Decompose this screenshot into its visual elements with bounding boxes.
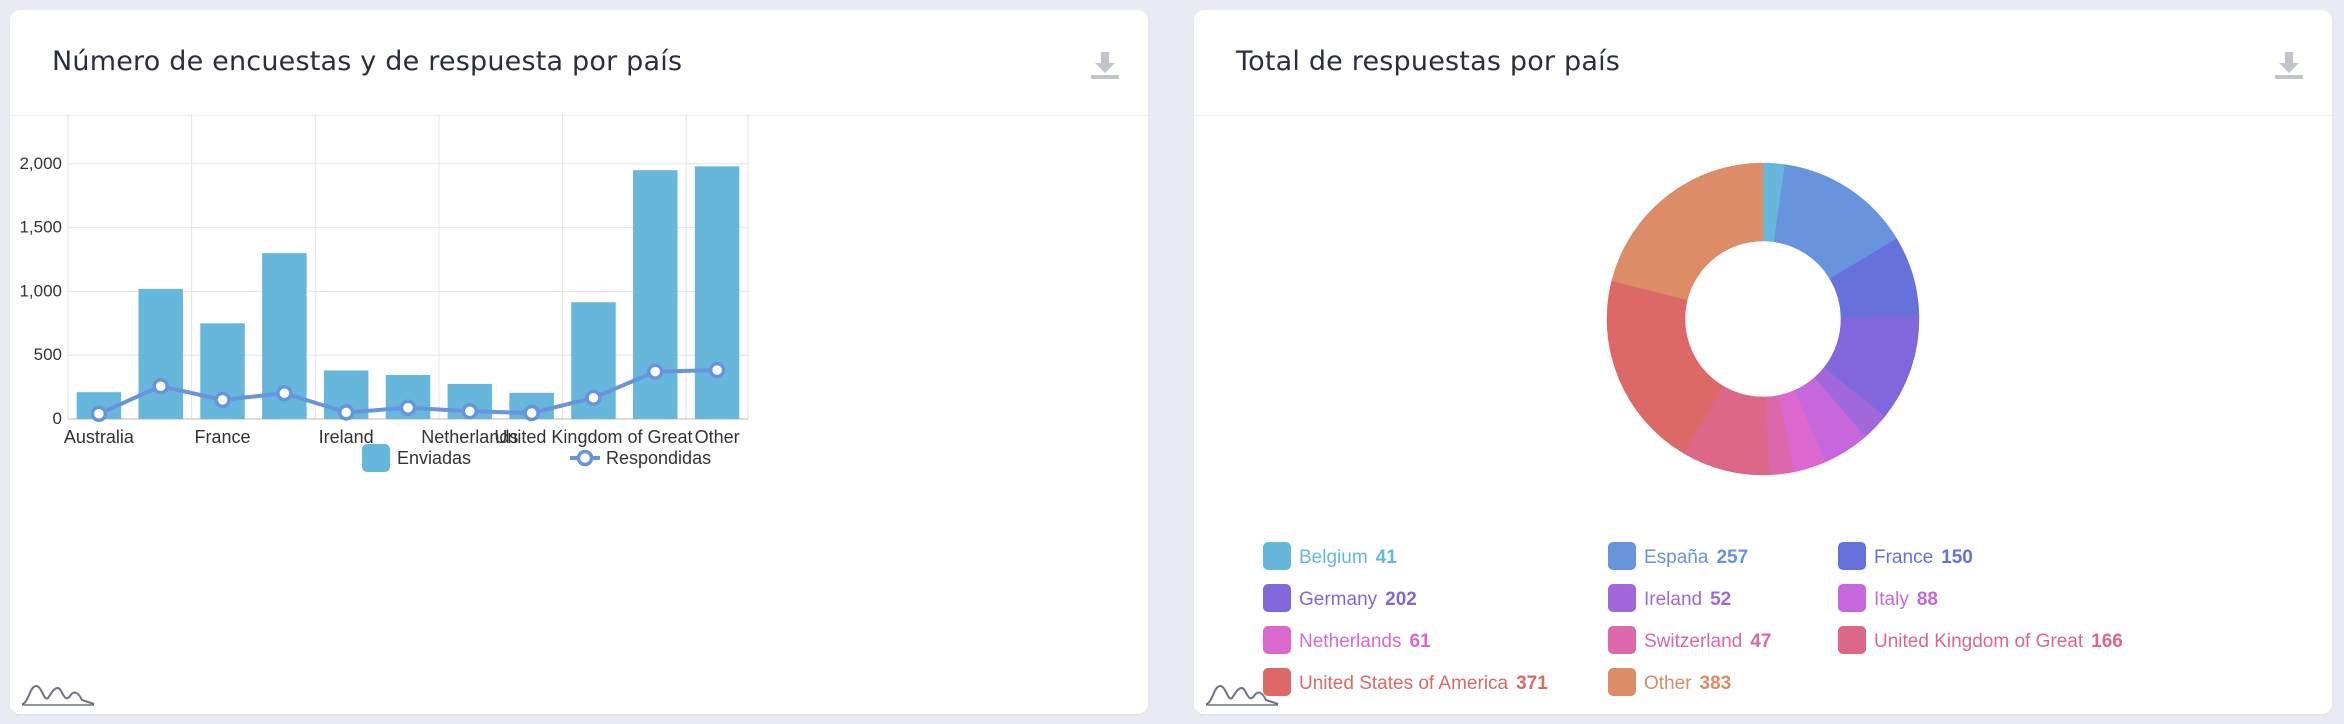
line-point[interactable]: [708, 361, 726, 379]
legend-label: Enviadas: [397, 448, 471, 468]
legend-swatch: [1608, 542, 1636, 570]
legend-label: United States of America: [1299, 673, 1509, 694]
line-point[interactable]: [214, 391, 231, 409]
bar[interactable]: [633, 170, 678, 419]
donut-chart: Belgium 41 España 257 France 150 Germany 202 Ire…: [1263, 162, 2123, 696]
legend-value: 383: [1700, 673, 1732, 694]
line-series-respondidas: [90, 361, 726, 423]
chart-sparkline-icon: [21, 684, 95, 706]
legend-item[interactable]: France 150: [1838, 542, 1973, 570]
legend-swatch: [1608, 584, 1636, 612]
line-point[interactable]: [523, 404, 540, 422]
bar-series-enviadas: [76, 166, 740, 419]
legend-item-enviadas[interactable]: Enviadas: [362, 444, 471, 472]
donut-slice[interactable]: [1606, 280, 1724, 454]
card-title: Total de respuestas por país: [1236, 46, 1621, 77]
legend-value: 41: [1376, 547, 1398, 568]
x-tick-label: France: [195, 427, 251, 447]
y-tick-label: 1,000: [19, 281, 62, 300]
line-point[interactable]: [585, 389, 602, 407]
line-point[interactable]: [276, 384, 293, 402]
legend-value: 150: [1941, 547, 1973, 568]
legend-label: Switzerland: [1644, 631, 1742, 652]
legend-swatch: [1838, 584, 1866, 612]
line-point[interactable]: [647, 363, 664, 380]
legend-item[interactable]: Other 383: [1608, 668, 1731, 696]
legend-label: Germany: [1299, 589, 1378, 610]
legend-swatch: [362, 444, 390, 472]
legend-swatch: [1838, 542, 1866, 570]
legend-label: Other: [1644, 673, 1692, 694]
legend-item[interactable]: United Kingdom of Great 166: [1838, 626, 2123, 654]
legend-item-respondidas[interactable]: Respondidas: [570, 448, 711, 468]
legend-value: 61: [1409, 631, 1431, 652]
legend-label: Netherlands: [1299, 631, 1401, 652]
x-axis-labels: Australia France Ireland NetherlandsUnited …: [64, 427, 740, 447]
donut-slices: [1606, 162, 1920, 476]
legend-marker: [576, 449, 594, 467]
legend-label: Italy: [1874, 589, 1909, 610]
legend-item[interactable]: Belgium 41: [1263, 542, 1397, 570]
legend-value: 88: [1917, 589, 1938, 610]
chart-legend: Enviadas Respondidas: [362, 444, 711, 472]
legend-label: Ireland: [1644, 589, 1702, 610]
legend-value: 166: [2091, 631, 2123, 652]
legend-swatch: [1263, 668, 1291, 696]
card-header: Número de encuestas y de respuesta por p…: [10, 10, 1148, 116]
legend-item[interactable]: Netherlands 61: [1263, 626, 1431, 654]
legend-value: 257: [1716, 547, 1748, 568]
legend-item[interactable]: Germany 202: [1263, 584, 1417, 612]
x-tick-label: Netherlands: [421, 427, 518, 447]
legend-item[interactable]: España 257: [1608, 542, 1748, 570]
legend-label: United Kingdom of Great: [1874, 631, 2084, 652]
legend-value: 202: [1385, 589, 1417, 610]
legend-swatch: [1838, 626, 1866, 654]
legend-label: France: [1874, 547, 1933, 568]
donut-slice[interactable]: [1611, 162, 1764, 301]
y-tick-label: 2,000: [19, 154, 62, 173]
line-point[interactable]: [337, 404, 355, 421]
legend-value: 47: [1750, 631, 1771, 652]
line-point[interactable]: [90, 405, 108, 423]
legend-swatch: [1608, 668, 1636, 696]
y-tick-label: 1,500: [19, 218, 62, 237]
responses-by-country-card: Total de respuestas por país Belgium 41 Es…: [1194, 10, 2332, 714]
card-title: Número de encuestas y de respuesta por p…: [52, 46, 683, 77]
download-icon[interactable]: [2272, 48, 2306, 82]
x-tick-label: Other: [695, 427, 740, 447]
bar[interactable]: [694, 166, 740, 419]
legend-swatch: [1608, 626, 1636, 654]
line-point[interactable]: [399, 399, 417, 417]
legend-label: España: [1644, 547, 1709, 568]
line-point[interactable]: [461, 402, 479, 420]
legend-value: 52: [1710, 589, 1731, 610]
chart-sparkline-icon: [1205, 684, 1279, 706]
legend-label: Respondidas: [606, 448, 711, 468]
legend-swatch: [1263, 542, 1291, 570]
legend-label: Belgium: [1299, 547, 1368, 568]
surveys-by-country-card: Número de encuestas y de respuesta por p…: [10, 10, 1148, 714]
x-tick-label: Ireland: [319, 427, 374, 447]
card-header: Total de respuestas por país: [1194, 10, 2332, 116]
line-point[interactable]: [152, 377, 169, 395]
y-tick-label: 500: [34, 345, 62, 364]
legend-value: 371: [1516, 673, 1548, 694]
legend-item[interactable]: Italy 88: [1838, 584, 1938, 612]
bar[interactable]: [138, 288, 183, 419]
x-tick-label: United Kingdom of Great: [494, 427, 692, 447]
legend-item[interactable]: Ireland 52: [1608, 584, 1731, 612]
x-tick-label: Australia: [64, 427, 135, 447]
y-tick-label: 0: [53, 409, 62, 428]
legend-item[interactable]: United States of America 371: [1263, 668, 1548, 696]
legend-swatch: [1263, 626, 1291, 654]
legend-swatch: [1263, 584, 1291, 612]
donut-legend: Belgium 41 España 257 France 150 Germany 202 Ire…: [1263, 542, 2123, 696]
download-icon[interactable]: [1088, 48, 1122, 82]
legend-item[interactable]: Switzerland 47: [1608, 626, 1771, 654]
